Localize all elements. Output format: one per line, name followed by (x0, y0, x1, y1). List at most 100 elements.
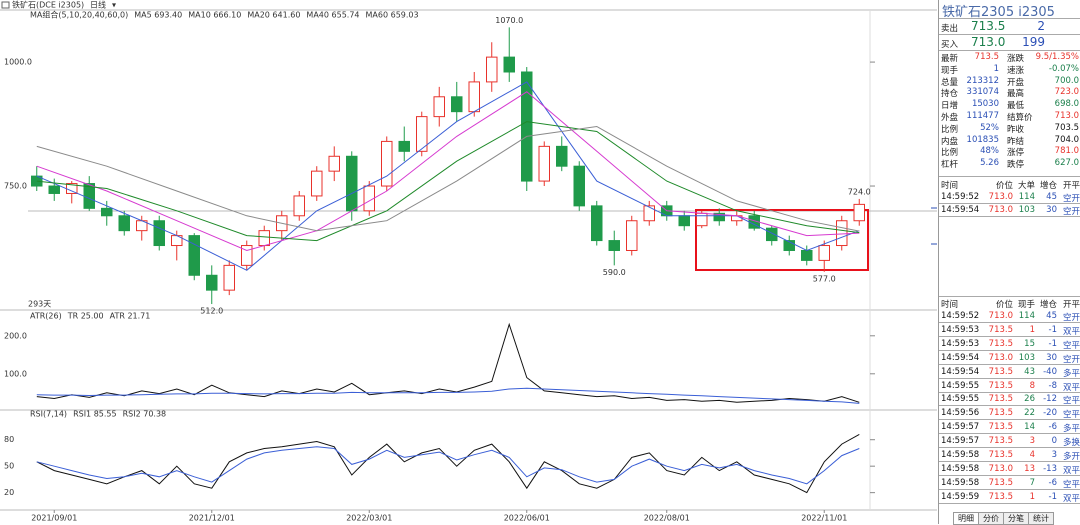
candle-body (573, 165, 585, 207)
table-cell: 713.5 (988, 436, 1013, 447)
table-cell: 3 (1029, 436, 1035, 447)
label: 最低 (1007, 101, 1025, 112)
table-cell: 103 (1018, 352, 1035, 363)
table-cell: 多平 (1062, 368, 1080, 379)
label: 跌停 (1007, 160, 1025, 171)
y-tick-label: 200.0 (4, 331, 27, 340)
header-cell: 开平 (1062, 181, 1080, 191)
value: 15030 (971, 99, 999, 110)
label: 杠杆 (941, 160, 959, 171)
table-cell: 713.5 (988, 394, 1013, 405)
candle-body (416, 116, 428, 152)
candle-body (101, 207, 113, 217)
divider (939, 322, 1080, 323)
divider (939, 461, 1080, 462)
table-cell: 114 (1018, 311, 1035, 321)
candle-body (206, 274, 218, 291)
tab[interactable]: 分笔 (1003, 512, 1029, 525)
table-cell: 713.0 (988, 352, 1013, 363)
value: 704.0 (1054, 134, 1079, 145)
table-cell: 空开 (1062, 313, 1080, 323)
table-cell: 14:59:52 (941, 311, 980, 321)
header-cell: 时间 (941, 300, 959, 310)
table-cell: -6 (1048, 422, 1057, 433)
table-cell: -20 (1043, 408, 1057, 419)
table-cell: 30 (1046, 205, 1057, 215)
tab[interactable]: 分价 (978, 512, 1004, 525)
table-cell: 多换 (1062, 438, 1080, 449)
x-tick-label: 2022/06/01 (504, 514, 550, 523)
table-cell: 14 (1024, 422, 1035, 433)
table-cell: 8 (1029, 380, 1035, 391)
candle-body (801, 249, 813, 261)
legend-item: RSI1 85.55 (73, 410, 117, 419)
candle-body (836, 220, 848, 247)
table-cell: -1 (1048, 324, 1057, 335)
table-cell: 双平 (1062, 382, 1080, 393)
table-cell: -6 (1048, 477, 1057, 488)
series-line (36, 322, 860, 403)
table-cell: -1 (1048, 338, 1057, 349)
title: 铁矿石(DCE i2305) (12, 0, 84, 10)
table-cell: 14:59:54 (941, 352, 980, 363)
icon (1, 1, 10, 9)
divider (939, 391, 1080, 393)
y-tick-label: 20 (4, 488, 14, 497)
side-panel: 铁矿石2305 i2305 卖出 713.5 2 买入 713.0 199 最新 713.5 涨跌… (938, 0, 1080, 525)
table-cell: 713.5 (988, 477, 1013, 488)
candle-body (241, 245, 253, 266)
table-cell: 14:59:57 (941, 436, 980, 447)
candle-body (608, 240, 620, 251)
y-tick-label: 80 (4, 435, 14, 444)
span-label: 293天 (28, 300, 51, 309)
table-cell: 14:59:53 (941, 324, 980, 335)
header-cell: 价位 (995, 300, 1013, 310)
candle-body (346, 155, 358, 212)
table-cell: 15 (1024, 338, 1035, 349)
label: 最新 (941, 54, 959, 64)
table-cell: 22 (1024, 408, 1035, 419)
price-annotation: 1070.0 (495, 16, 523, 25)
label: 昨结 (1007, 136, 1025, 147)
table-cell: 713.0 (988, 192, 1013, 202)
label: 外盘 (941, 113, 959, 123)
label: 卖出 (941, 24, 959, 34)
value: 111477 (966, 111, 999, 121)
table-cell: 空平 (1062, 479, 1080, 490)
divider (939, 335, 1080, 337)
candle-body (643, 205, 655, 222)
tab[interactable]: 统计 (1028, 512, 1054, 525)
label: 总量 (941, 77, 959, 88)
x-tick-label: 2022/03/01 (346, 514, 392, 523)
label: 最高 (1007, 89, 1025, 100)
table-cell: 空开 (1062, 194, 1080, 204)
y-tick-label: 100.0 (4, 369, 27, 378)
table-cell: 14:59:53 (941, 338, 980, 349)
period[interactable]: 日线 (90, 0, 106, 10)
value: 1 (993, 63, 999, 74)
table-cell: 空平 (1062, 396, 1080, 407)
table-cell: 14:59:57 (941, 422, 980, 433)
table-cell: 45 (1046, 311, 1057, 321)
value: 101835 (966, 134, 999, 145)
table-cell: 30 (1046, 352, 1057, 363)
label: 开盘 (1007, 77, 1025, 88)
candle-body (188, 235, 200, 276)
chart: 铁矿石(DCE i2305) 日线 ▾ 750.0 1000.0 MA组合(5,10… (0, 0, 937, 524)
table-cell: 713.5 (988, 450, 1013, 460)
table-cell: 713.5 (988, 408, 1013, 419)
value: 781.0 (1054, 146, 1079, 157)
divider (939, 216, 1080, 217)
divider (939, 502, 1080, 504)
table-cell: 双平 (1062, 465, 1080, 476)
table-cell: 45 (1046, 192, 1057, 202)
candle-body (328, 155, 340, 172)
tab[interactable]: 明细 (953, 512, 979, 525)
dropdown[interactable]: ▾ (112, 1, 116, 10)
header-cell: 现手 (1017, 300, 1035, 310)
table-cell: 713.0 (988, 205, 1013, 215)
highlight-box (695, 209, 869, 271)
candle-body (556, 145, 568, 167)
candle-body (766, 227, 778, 242)
table-cell: 713.5 (988, 380, 1013, 391)
